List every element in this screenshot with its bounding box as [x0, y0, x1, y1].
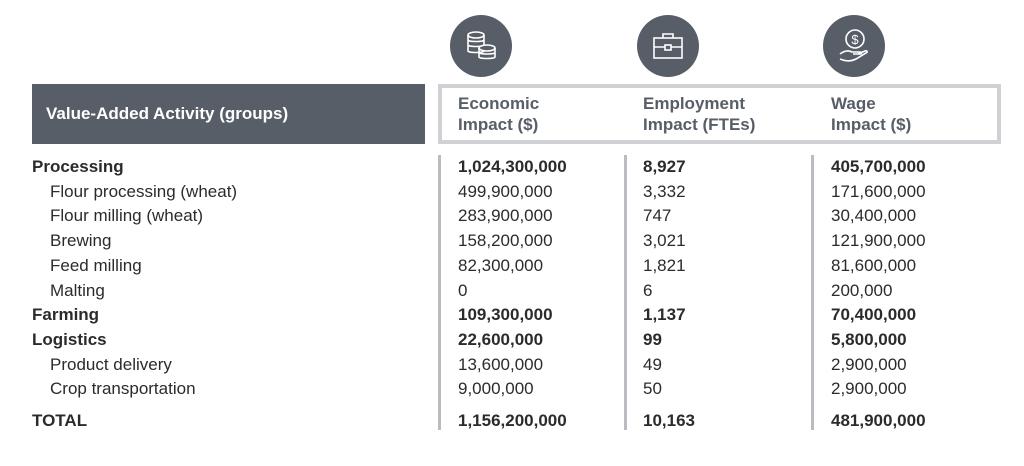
economic-header: Economic Impact ($) — [458, 94, 540, 134]
table-row: Processing 1,024,300,000 8,927 405,700,000 — [0, 155, 1024, 179]
hand-dollar-icon: $ — [823, 15, 885, 77]
cell-label: Processing — [32, 157, 124, 176]
cell-employment: 1,137 — [643, 305, 686, 325]
table-row: Farming 109,300,000 1,137 70,400,000 — [0, 303, 1024, 327]
cell-economic: 1,024,300,000 — [458, 157, 567, 176]
cell-wage: 81,600,000 — [831, 255, 917, 275]
cell-employment: 3,332 — [643, 181, 686, 201]
cell-employment: 49 — [643, 354, 662, 374]
cell-employment: 1,821 — [643, 255, 686, 275]
cell-wage: 171,600,000 — [831, 181, 926, 201]
cell-economic: 13,600,000 — [458, 354, 544, 374]
cell-employment: 8,927 — [643, 157, 686, 176]
cell-economic: 0 — [458, 280, 468, 300]
total-employment: 10,163 — [643, 411, 695, 430]
total-row: TOTAL 1,156,200,000 10,163 481,900,000 — [0, 409, 1024, 433]
total-wage: 481,900,000 — [831, 411, 926, 430]
table-row: Flour processing (wheat) 499,900,000 3,332… — [0, 180, 1024, 204]
coins-icon — [450, 15, 512, 77]
cell-label: Flour milling (wheat) — [50, 206, 204, 226]
table-row: Feed milling 82,300,000 1,821 81,600,000 — [0, 254, 1024, 278]
total-label: TOTAL — [32, 411, 88, 430]
cell-wage: 30,400,000 — [831, 206, 917, 226]
column-divider — [624, 155, 627, 430]
cell-wage: 2,900,000 — [831, 354, 907, 374]
svg-text:$: $ — [851, 32, 859, 47]
table-row: Logistics 22,600,000 99 5,800,000 — [0, 328, 1024, 352]
cell-economic: 499,900,000 — [458, 181, 553, 201]
cell-wage: 405,700,000 — [831, 157, 926, 176]
cell-label: Feed milling — [50, 255, 142, 275]
cell-economic: 109,300,000 — [458, 305, 553, 325]
cell-employment: 99 — [643, 329, 662, 349]
cell-wage: 200,000 — [831, 280, 893, 300]
table-row: Flour milling (wheat) 283,900,000 747 30,40… — [0, 204, 1024, 228]
table-row: Product delivery 13,600,000 49 2,900,000 — [0, 353, 1024, 377]
cell-economic: 9,000,000 — [458, 379, 534, 399]
table-row: Malting 0 6 200,000 — [0, 279, 1024, 303]
cell-employment: 50 — [643, 379, 662, 399]
cell-economic: 158,200,000 — [458, 231, 553, 251]
briefcase-icon — [637, 15, 699, 77]
cell-economic: 283,900,000 — [458, 206, 553, 226]
cell-employment: 6 — [643, 280, 653, 300]
cell-wage: 121,900,000 — [831, 231, 926, 251]
impact-header-box — [438, 84, 1001, 144]
cell-wage: 5,800,000 — [831, 329, 907, 349]
wage-header: Wage Impact ($) — [831, 94, 912, 134]
column-divider — [811, 155, 814, 430]
cell-wage: 70,400,000 — [831, 305, 917, 325]
cell-employment: 747 — [643, 206, 672, 226]
cell-wage: 2,900,000 — [831, 379, 907, 399]
cell-label: Crop transportation — [50, 379, 196, 399]
table-row: Crop transportation 9,000,000 50 2,900,000 — [0, 377, 1024, 401]
cell-economic: 22,600,000 — [458, 329, 544, 349]
table-row: Brewing 158,200,000 3,021 121,900,000 — [0, 229, 1024, 253]
cell-label: Malting — [50, 280, 105, 300]
employment-header: Employment Impact (FTEs) — [643, 94, 756, 134]
cell-label: Farming — [32, 305, 100, 325]
cell-label: Product delivery — [50, 354, 172, 374]
cell-economic: 82,300,000 — [458, 255, 544, 275]
cell-label: Flour processing (wheat) — [50, 181, 238, 201]
cell-employment: 3,021 — [643, 231, 686, 251]
column-divider — [438, 155, 441, 430]
cell-label: Brewing — [50, 231, 112, 251]
activity-header: Value-Added Activity (groups) — [32, 84, 425, 144]
cell-label: Logistics — [32, 329, 107, 349]
total-economic: 1,156,200,000 — [458, 411, 567, 430]
